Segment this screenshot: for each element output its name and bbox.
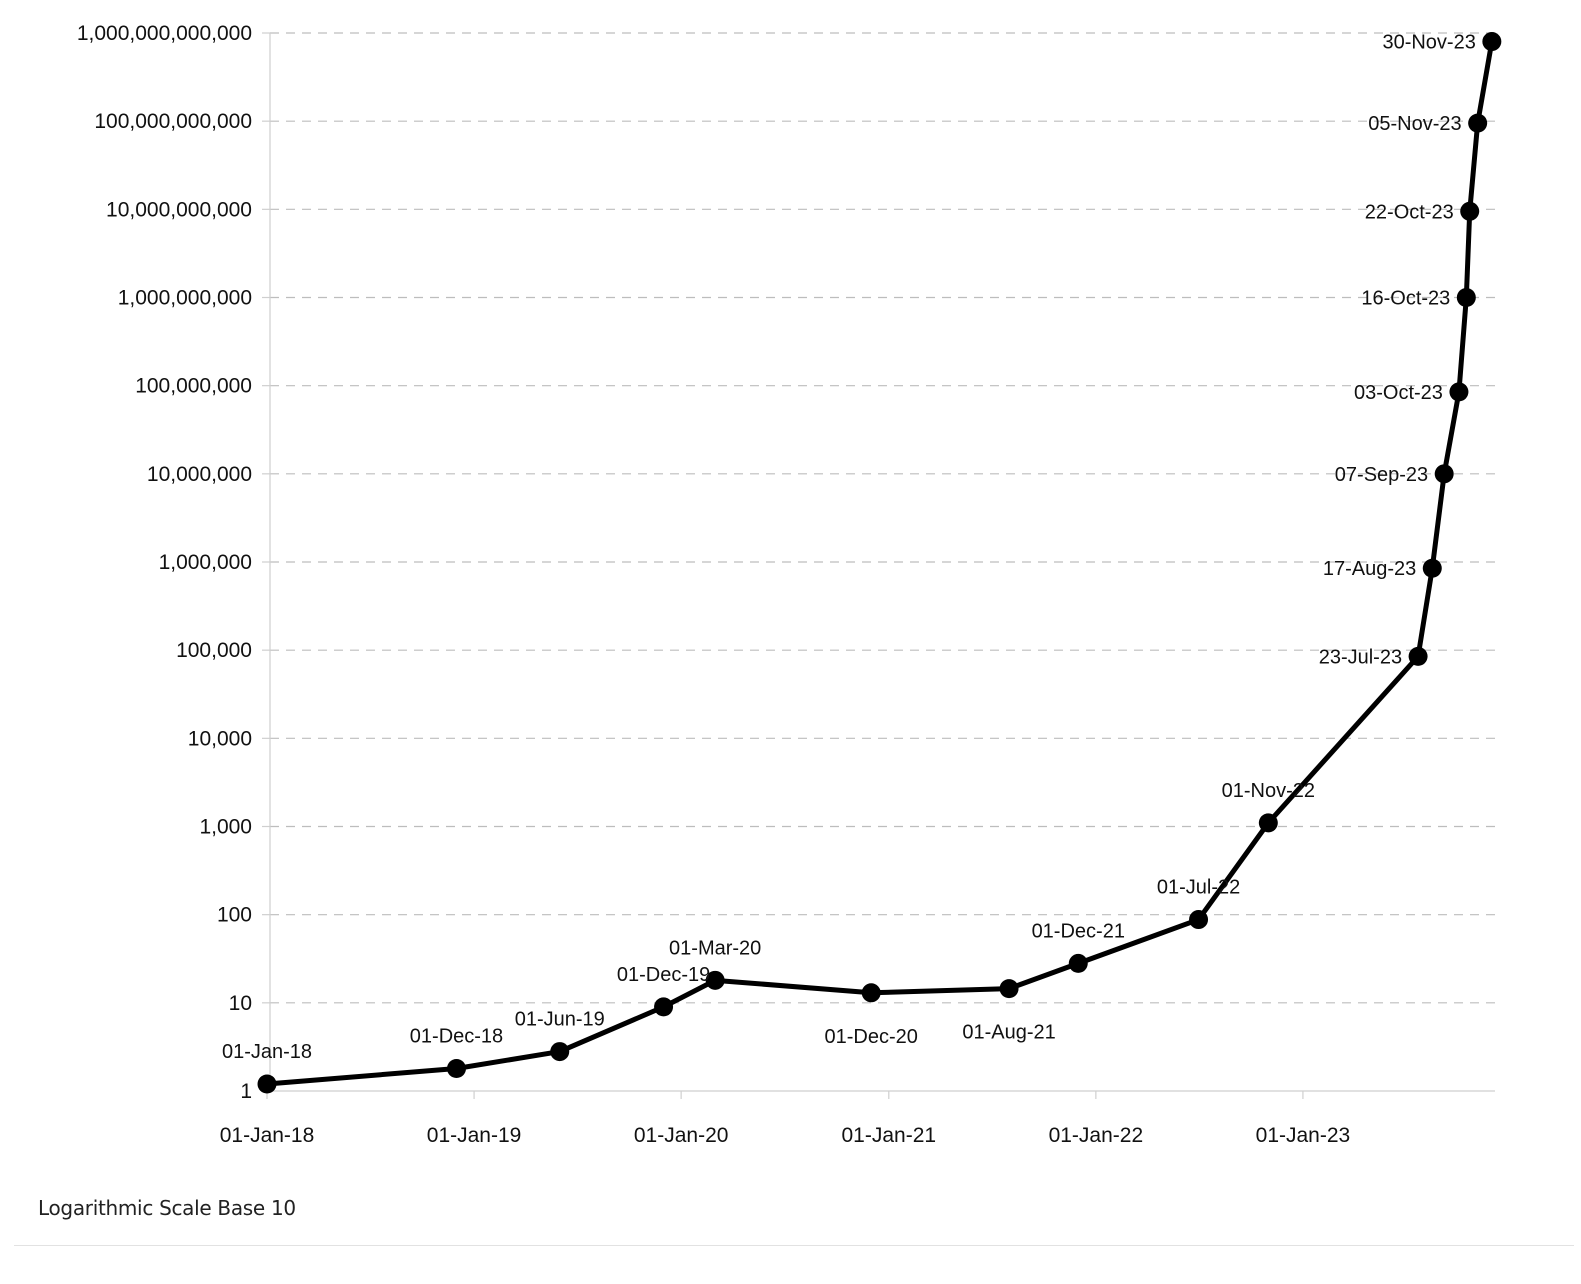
data-point-marker [1460,201,1480,221]
y-axis-tick-labels: 1 10 100 1,000 10,000 100,000 1,000,000 10,000,… [77,22,252,1103]
data-point-label: 30-Nov-23 [1382,32,1475,54]
data-point-label: 01-Dec-18 [410,1025,503,1047]
data-point-label: 01-Aug-21 [962,1022,1055,1044]
data-point-marker [1449,382,1469,402]
x-tick-label: 01-Jan-22 [1049,1124,1144,1147]
x-tick-label: 01-Jan-20 [634,1124,729,1147]
y-tick-label: 10 [229,992,252,1015]
data-point-label: 22-Oct-23 [1365,201,1454,223]
y-tick-label: 10,000 [188,727,252,750]
scale-footnote: Logarithmic Scale Base 10 [38,1196,296,1220]
y-tick-label: 100,000,000,000 [94,110,252,133]
data-point-label: 03-Oct-23 [1354,382,1443,404]
y-tick-label: 1,000 [199,816,252,839]
y-tick-label: 1,000,000 [159,551,252,574]
data-series [257,32,1502,1094]
data-point-label: 01-Jun-19 [515,1009,605,1031]
point-labels: 01-Jan-18 01-Dec-18 01-Jun-19 01-Dec-19 01-M… [222,32,1476,1063]
data-point-marker [654,997,674,1017]
data-point-marker [999,979,1019,999]
data-point-marker [861,983,881,1003]
data-point-marker [1189,910,1209,930]
data-point-label: 01-Jan-18 [222,1041,312,1063]
x-tick-label: 01-Jan-18 [220,1124,315,1147]
x-tick-label: 01-Jan-19 [427,1124,522,1147]
data-point-label: 23-Jul-23 [1319,646,1402,668]
data-point-marker [1434,464,1454,484]
y-tick-label: 100,000 [176,639,252,662]
data-point-label: 01-Dec-20 [825,1026,918,1048]
data-point-marker [1482,32,1502,52]
data-point-marker [1468,113,1488,133]
data-point-marker [705,970,725,990]
data-point-marker [550,1042,570,1062]
y-tick-label: 10,000,000,000 [106,198,252,221]
y-tick-label: 1,000,000,000 [118,287,252,310]
data-point-marker [1456,288,1476,307]
y-tick-label: 100,000,000 [135,375,252,398]
data-point-label: 01-Mar-20 [669,937,761,959]
series-line [264,39,1495,1087]
data-point-marker [1258,813,1278,833]
x-axis-tick-labels: 01-Jan-18 01-Jan-19 01-Jan-20 01-Jan-21 01-J… [220,1124,1350,1147]
data-point-label: 17-Aug-23 [1323,558,1416,580]
data-point-label: 01-Dec-21 [1032,920,1125,942]
data-point-label: 07-Sep-23 [1335,464,1428,486]
gridlines [270,32,1495,1004]
y-tick-label: 1,000,000,000,000 [77,22,252,45]
data-point-label: 01-Dec-19 [617,964,710,986]
data-point-marker [1408,646,1428,666]
data-point-marker [257,1074,277,1094]
y-tick-label: 10,000,000 [147,463,252,486]
data-point-marker [1422,558,1442,578]
x-tick-label: 01-Jan-23 [1256,1124,1351,1147]
x-tick-label: 01-Jan-21 [842,1124,937,1147]
data-point-label: 01-Jul-22 [1157,877,1240,899]
data-point-marker [446,1058,466,1078]
y-tick-label: 100 [217,904,252,927]
data-point-label: 01-Nov-22 [1222,780,1315,802]
axes [262,32,1495,1099]
data-point-label: 16-Oct-23 [1361,288,1450,310]
y-tick-label: 1 [240,1080,252,1103]
data-point-marker [1068,953,1088,973]
data-point-label: 05-Nov-23 [1368,113,1461,135]
